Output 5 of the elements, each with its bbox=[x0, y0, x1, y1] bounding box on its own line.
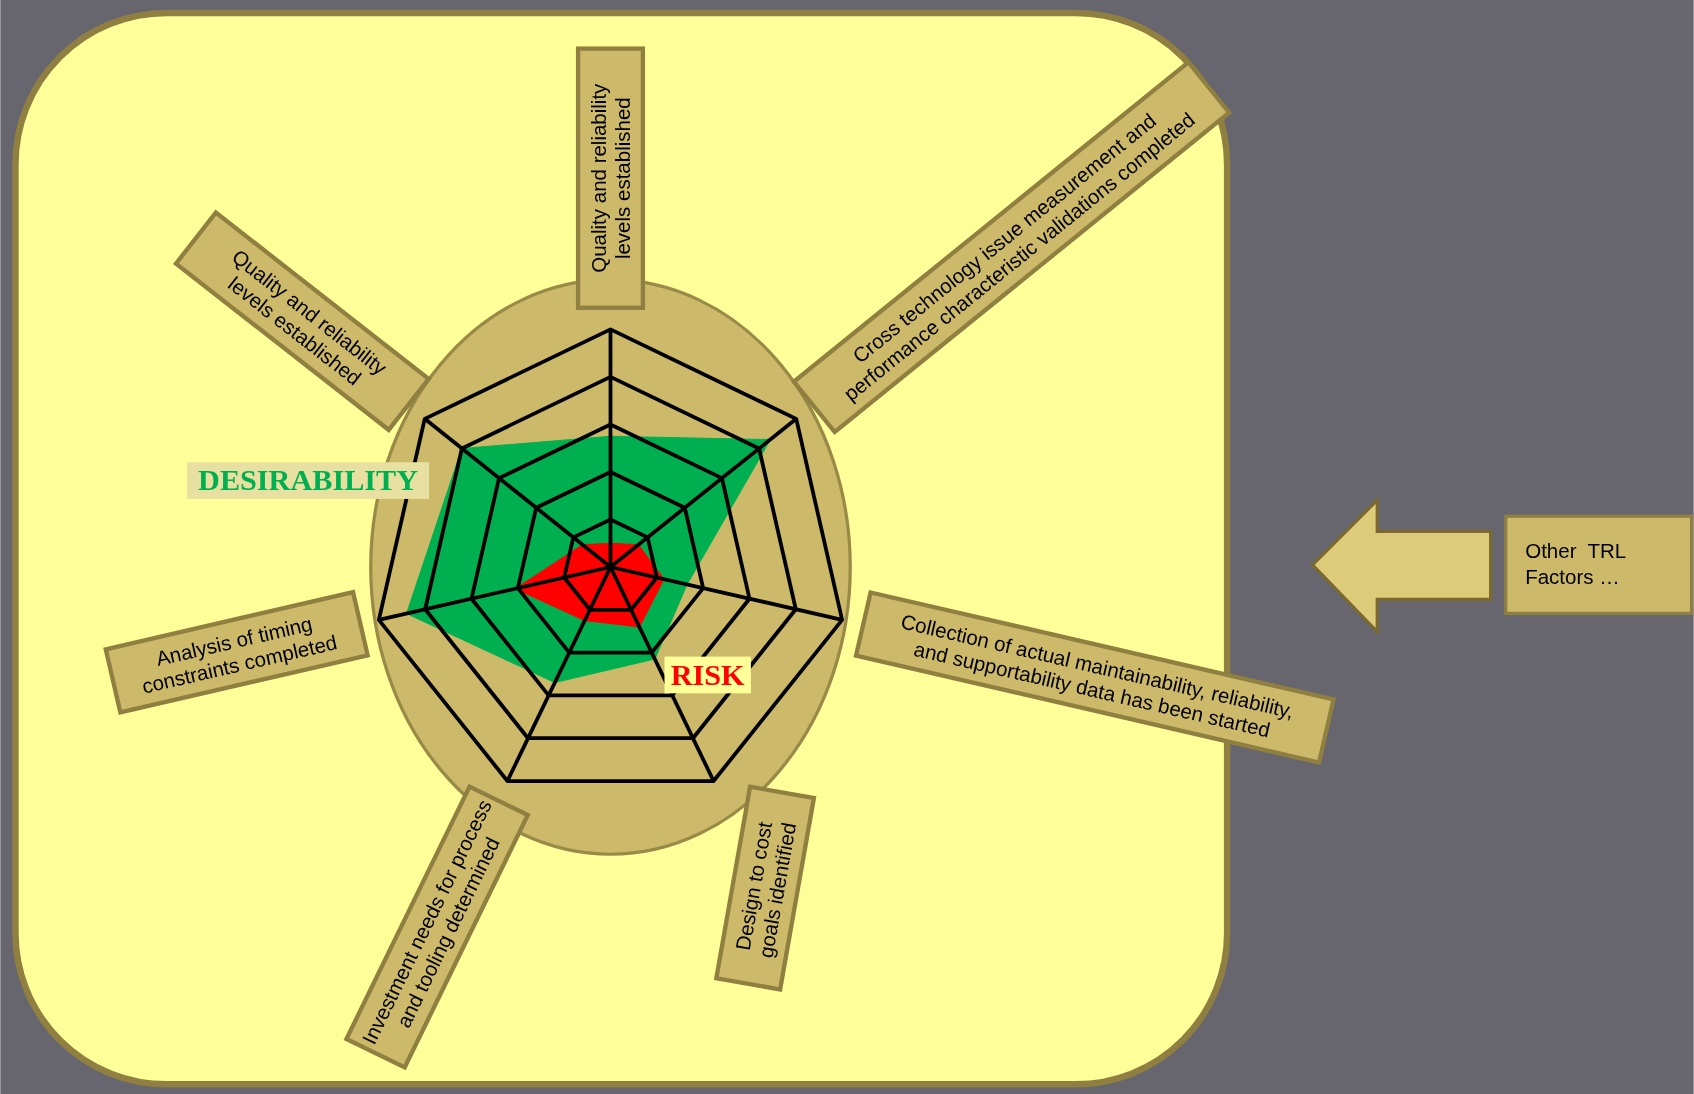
spoke-label: Design to cost goals identified bbox=[730, 819, 801, 960]
series-label: RISK bbox=[670, 657, 746, 692]
text: Other TRL Factors … bbox=[1525, 539, 1627, 589]
series-label: DESIRABILITY bbox=[198, 463, 419, 498]
spoke-label: Quality and reliability levels established bbox=[587, 82, 634, 273]
